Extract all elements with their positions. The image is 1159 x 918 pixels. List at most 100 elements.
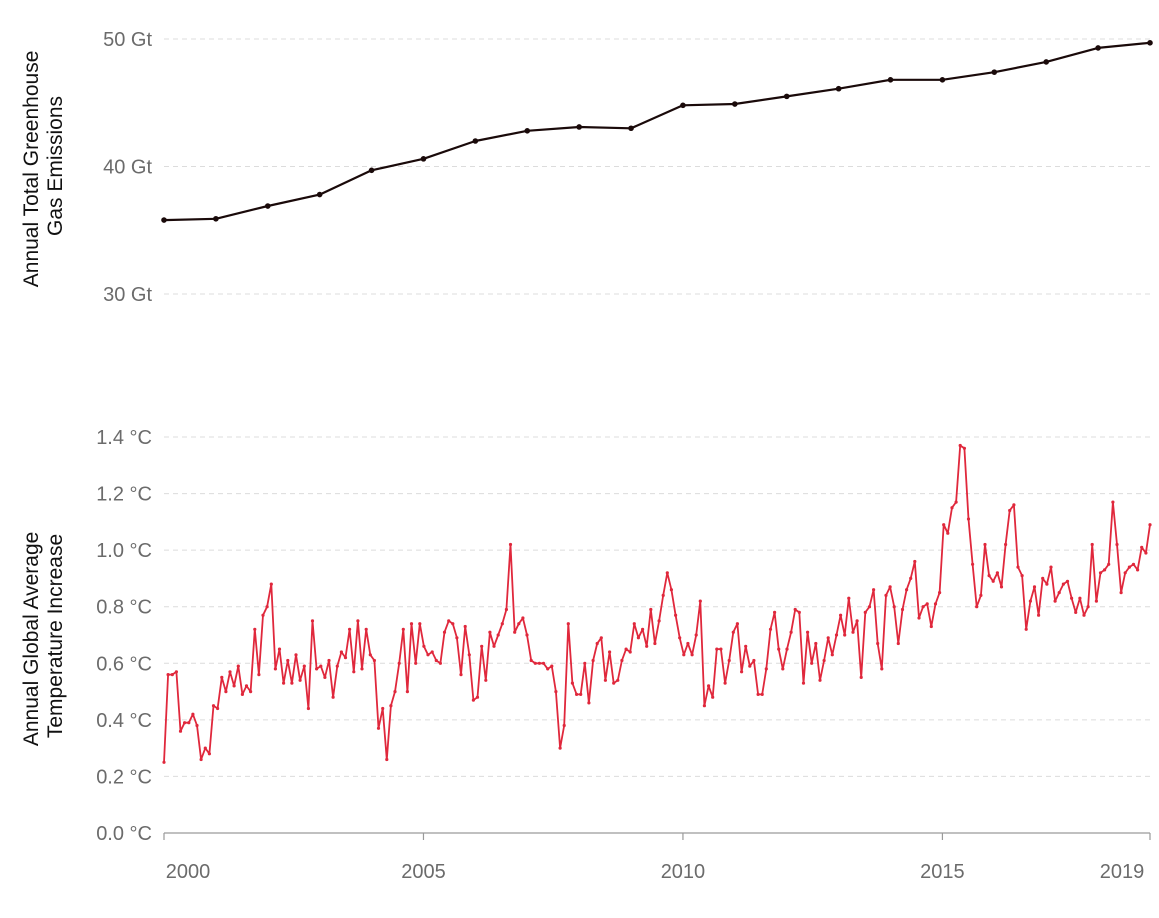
temperature-data-point — [575, 692, 579, 697]
temperature-data-point — [352, 670, 356, 674]
temperature-data-point — [364, 627, 368, 631]
temperature-data-point — [938, 591, 942, 595]
temperature-data-point — [500, 622, 504, 626]
temperature-data-point — [624, 647, 628, 651]
temperature-data-point — [232, 684, 236, 688]
temperature-series-line — [163, 444, 1151, 763]
temperature-data-point — [273, 667, 277, 671]
temperature-data-point — [570, 681, 575, 685]
temperature-x-tick-label: 2015 — [920, 861, 965, 883]
temperature-data-point — [343, 656, 348, 660]
emissions-y-tick-label: 30 Gt — [103, 284, 152, 306]
emissions-grid — [164, 38, 1150, 295]
emissions-y-axis-title-line-2: Gas Emissions — [44, 96, 67, 236]
temperature-data-point — [1119, 591, 1123, 595]
temperature-y-axis-title: Annual Global Average Temperature Increa… — [20, 526, 67, 746]
temperature-data-point — [306, 706, 310, 711]
emissions-data-point — [1043, 59, 1050, 65]
temperature-y-axis-title-line-1: Annual Global Average — [20, 532, 43, 746]
temperature-data-point — [896, 641, 900, 646]
temperature-data-point — [471, 698, 475, 702]
temperature-data-point — [843, 633, 847, 637]
temperature-data-point — [884, 593, 888, 598]
temperature-data-point — [348, 627, 352, 631]
temperature-data-point — [389, 704, 393, 708]
temperature-data-point — [187, 721, 191, 725]
temperature-data-point — [674, 613, 678, 617]
temperature-data-point — [834, 633, 839, 637]
temperature-data-point — [488, 630, 492, 634]
temperature-data-point — [211, 704, 216, 708]
temperature-data-point — [789, 630, 793, 634]
temperature-series-points — [162, 443, 1152, 764]
temperature-data-point — [979, 593, 983, 598]
emissions-data-point — [1095, 45, 1101, 51]
temperature-data-point — [599, 636, 603, 640]
temperature-data-point — [310, 619, 315, 623]
temperature-data-point — [430, 650, 434, 654]
temperature-data-point — [533, 661, 537, 665]
temperature-data-point — [822, 658, 826, 663]
temperature-data-point — [261, 613, 265, 617]
temperature-y-tick-label: 0.6 °C — [96, 653, 152, 675]
temperature-data-point — [372, 658, 376, 663]
temperature-data-point — [966, 517, 971, 521]
temperature-x-tick-label: 2010 — [661, 861, 706, 883]
temperature-data-point — [162, 760, 166, 764]
temperature-data-point — [925, 602, 929, 606]
temperature-data-point — [839, 613, 843, 617]
temperature-data-point — [818, 678, 822, 682]
emissions-data-point — [576, 124, 582, 130]
temperature-data-point — [603, 678, 608, 682]
temperature-data-point — [496, 633, 500, 637]
temperature-data-point — [583, 661, 587, 665]
temperature-data-point — [1131, 562, 1136, 566]
temperature-data-point — [1065, 579, 1070, 583]
temperature-data-point — [1094, 599, 1098, 603]
temperature-data-point — [830, 653, 834, 657]
temperature-data-point — [665, 571, 669, 575]
temperature-data-point — [1086, 605, 1090, 609]
temperature-data-point — [727, 658, 731, 663]
temperature-data-point — [422, 644, 426, 648]
emissions-data-point — [420, 156, 427, 162]
temperature-data-point — [872, 588, 876, 592]
temperature-data-point — [298, 678, 302, 682]
temperature-data-point — [265, 605, 269, 609]
temperature-data-point — [863, 610, 867, 615]
temperature-data-point — [253, 627, 257, 631]
temperature-y-ticks: 0.0 °C 0.2 °C 0.4 °C 0.6 °C 0.8 °C 1.0 °C 1.2 … — [96, 427, 152, 845]
temperature-data-point — [1004, 542, 1008, 547]
temperature-data-point — [694, 633, 698, 637]
emissions-data-point — [783, 93, 790, 100]
emissions-data-point — [472, 138, 479, 144]
temperature-data-point — [183, 721, 187, 725]
temperature-data-point — [579, 692, 583, 697]
temperature-data-point — [641, 627, 645, 631]
emissions-data-point — [939, 77, 946, 83]
temperature-y-tick-label: 1.0 °C — [96, 540, 152, 562]
temperature-data-point — [199, 757, 203, 762]
temperature-data-point — [797, 610, 801, 615]
temperature-data-point — [867, 605, 872, 609]
temperature-data-point — [376, 726, 381, 730]
temperature-data-point — [793, 607, 797, 612]
temperature-data-point — [207, 752, 211, 756]
temperature-data-point — [335, 664, 339, 668]
temperature-data-point — [913, 559, 917, 564]
temperature-data-point — [566, 622, 570, 626]
temperature-data-point — [513, 630, 517, 634]
temperature-data-point — [1016, 565, 1020, 569]
temperature-data-point — [740, 670, 744, 674]
temperature-data-point — [616, 678, 620, 682]
temperature-data-point — [781, 667, 785, 671]
temperature-data-point — [1136, 568, 1140, 572]
temperature-data-point — [735, 622, 740, 626]
temperature-data-point — [628, 650, 632, 654]
emissions-data-point — [991, 69, 998, 75]
temperature-data-point — [434, 658, 438, 663]
temperature-x-ticks: 2000 2005 2010 2015 2019 — [163, 833, 1151, 883]
temperature-data-point — [1115, 542, 1119, 547]
temperature-data-point — [1078, 596, 1082, 600]
temperature-data-point — [1045, 582, 1049, 586]
